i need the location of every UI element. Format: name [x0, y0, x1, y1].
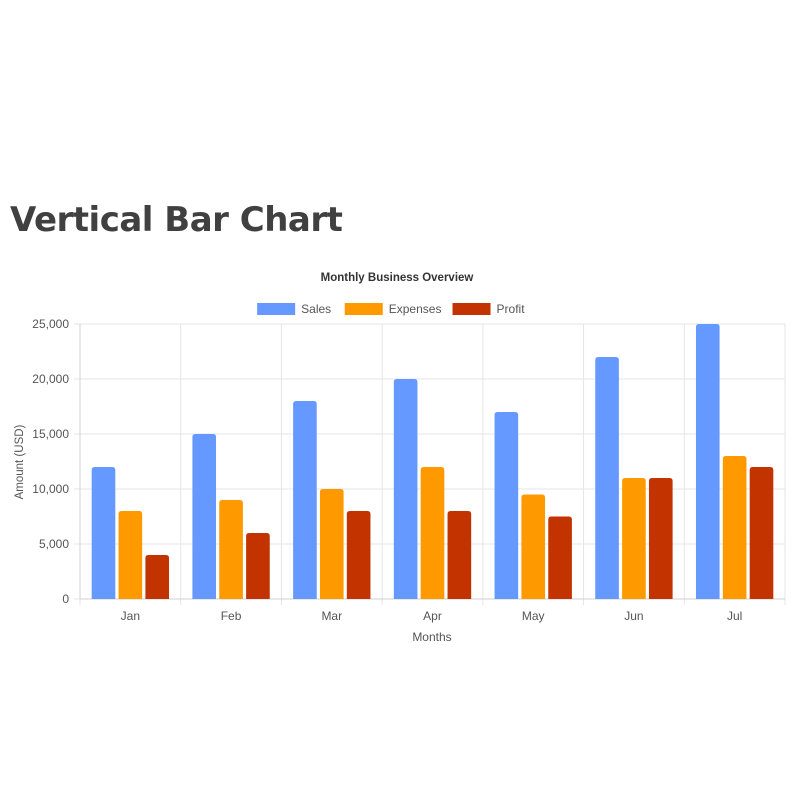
y-tick-label: 10,000 — [32, 482, 69, 496]
x-axis-label: Months — [412, 630, 451, 644]
x-tick-label: Feb — [221, 609, 242, 623]
bar-sales-jun[interactable] — [595, 357, 619, 599]
x-tick-label: Jul — [727, 609, 742, 623]
bar-sales-apr[interactable] — [393, 379, 418, 599]
bar-expenses-jun[interactable] — [622, 478, 646, 599]
bar-expenses-may[interactable] — [521, 494, 546, 600]
bar-sales-may[interactable] — [494, 412, 519, 599]
y-tick-label: 20,000 — [32, 372, 69, 386]
legend-label: Sales — [301, 302, 331, 316]
bar-expenses-apr[interactable] — [420, 467, 445, 599]
legend-label: Profit — [497, 302, 526, 316]
bar-sales-feb[interactable] — [192, 434, 217, 599]
legend-label: Expenses — [389, 302, 442, 316]
chart-legend: Sales Expenses Profit — [257, 302, 525, 316]
y-tick-label: 5,000 — [39, 537, 69, 551]
bar-profit-mar[interactable] — [346, 511, 371, 599]
y-tick-label: 25,000 — [32, 317, 69, 331]
x-tick-label: Mar — [321, 609, 342, 623]
x-tick-label: Jan — [121, 609, 140, 623]
legend-swatch — [344, 303, 383, 315]
bar-expenses-jul[interactable] — [722, 456, 747, 599]
bar-expenses-mar[interactable] — [319, 489, 344, 599]
bar-sales-jul[interactable] — [695, 324, 720, 599]
legend-swatch — [257, 303, 296, 315]
bar-sales-mar[interactable] — [293, 401, 317, 599]
page-heading: Vertical Bar Chart — [10, 200, 343, 240]
chart-title: Monthly Business Overview — [321, 272, 474, 284]
bar-profit-jan[interactable] — [145, 555, 170, 599]
x-axis: Jan Feb Mar Apr May Jun Jul — [80, 598, 785, 623]
bar-expenses-jan[interactable] — [118, 511, 143, 599]
bar-profit-may[interactable] — [548, 516, 572, 600]
x-tick-label: Apr — [423, 609, 442, 623]
legend-item-profit[interactable]: Profit — [452, 302, 526, 316]
x-tick-label: May — [522, 609, 545, 623]
bar-profit-feb[interactable] — [246, 533, 270, 599]
y-axis-label: Amount (USD) — [14, 424, 26, 499]
legend-item-expenses[interactable]: Expenses — [344, 302, 442, 316]
chart-bars — [91, 324, 774, 600]
y-tick-label: 0 — [62, 592, 69, 606]
legend-swatch — [452, 303, 491, 315]
y-axis: 0 5,000 10,000 15,000 20,000 25,000 — [32, 317, 81, 606]
legend-item-sales[interactable]: Sales — [257, 302, 331, 316]
bar-profit-apr[interactable] — [447, 511, 472, 599]
bar-expenses-feb[interactable] — [219, 500, 243, 599]
y-tick-label: 15,000 — [32, 427, 69, 441]
bar-profit-jun[interactable] — [648, 478, 673, 599]
bar-sales-jan[interactable] — [91, 467, 116, 599]
bar-profit-jul[interactable] — [749, 467, 774, 599]
x-tick-label: Jun — [624, 609, 643, 623]
